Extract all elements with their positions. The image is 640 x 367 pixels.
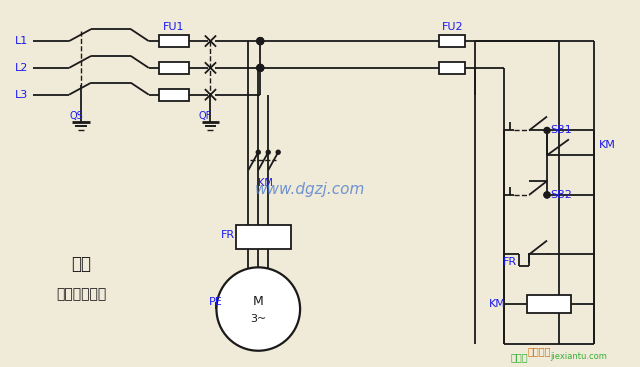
- Circle shape: [276, 150, 280, 154]
- Circle shape: [257, 64, 264, 71]
- Circle shape: [544, 127, 550, 133]
- Text: L1: L1: [15, 36, 28, 46]
- Text: 接线图: 接线图: [510, 352, 528, 362]
- Circle shape: [544, 192, 550, 198]
- Circle shape: [257, 37, 264, 44]
- Text: KM: KM: [599, 140, 616, 150]
- Text: PE: PE: [209, 297, 222, 307]
- Text: jiexiantu.com: jiexiantu.com: [550, 352, 607, 361]
- Circle shape: [257, 64, 264, 71]
- Text: FU1: FU1: [163, 22, 184, 32]
- Text: www.dgzj.com: www.dgzj.com: [255, 182, 365, 197]
- Bar: [527, 295, 571, 313]
- Circle shape: [544, 192, 550, 198]
- Bar: [159, 62, 189, 74]
- Text: SB1: SB1: [550, 126, 572, 135]
- Text: KM: KM: [490, 299, 506, 309]
- Text: M: M: [253, 295, 264, 308]
- Bar: [159, 35, 189, 47]
- Text: QS: QS: [69, 110, 83, 120]
- Bar: [440, 62, 465, 74]
- Text: FR: FR: [503, 257, 517, 268]
- Text: L3: L3: [15, 90, 28, 100]
- Text: L2: L2: [15, 63, 28, 73]
- Text: SB2: SB2: [550, 190, 572, 200]
- Text: FU2: FU2: [442, 22, 463, 32]
- Circle shape: [266, 150, 270, 154]
- Circle shape: [257, 37, 264, 44]
- Text: 电力拖动电路: 电力拖动电路: [56, 287, 106, 301]
- Bar: [159, 89, 189, 101]
- Text: 3~: 3~: [250, 314, 266, 324]
- Text: 电工之屋: 电工之屋: [527, 346, 551, 356]
- Text: KM: KM: [258, 178, 273, 188]
- Text: FR: FR: [221, 230, 236, 240]
- Bar: [440, 35, 465, 47]
- Circle shape: [256, 150, 260, 154]
- Circle shape: [216, 268, 300, 351]
- Text: QF: QF: [199, 110, 212, 120]
- Text: 图三: 图三: [71, 255, 91, 273]
- Bar: [236, 225, 291, 248]
